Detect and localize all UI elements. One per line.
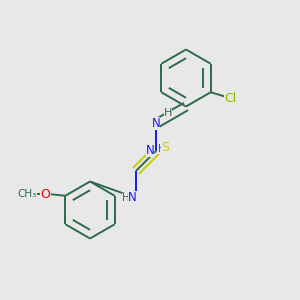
Text: O: O [40, 188, 50, 201]
Text: N: N [128, 191, 137, 204]
Text: CH₃: CH₃ [17, 189, 37, 199]
Text: H: H [122, 193, 129, 203]
Text: H: H [164, 108, 172, 118]
Text: N: N [152, 117, 161, 130]
Text: Cl: Cl [224, 92, 236, 105]
Text: N: N [146, 144, 154, 157]
Text: H: H [158, 144, 165, 154]
Text: S: S [161, 141, 169, 154]
